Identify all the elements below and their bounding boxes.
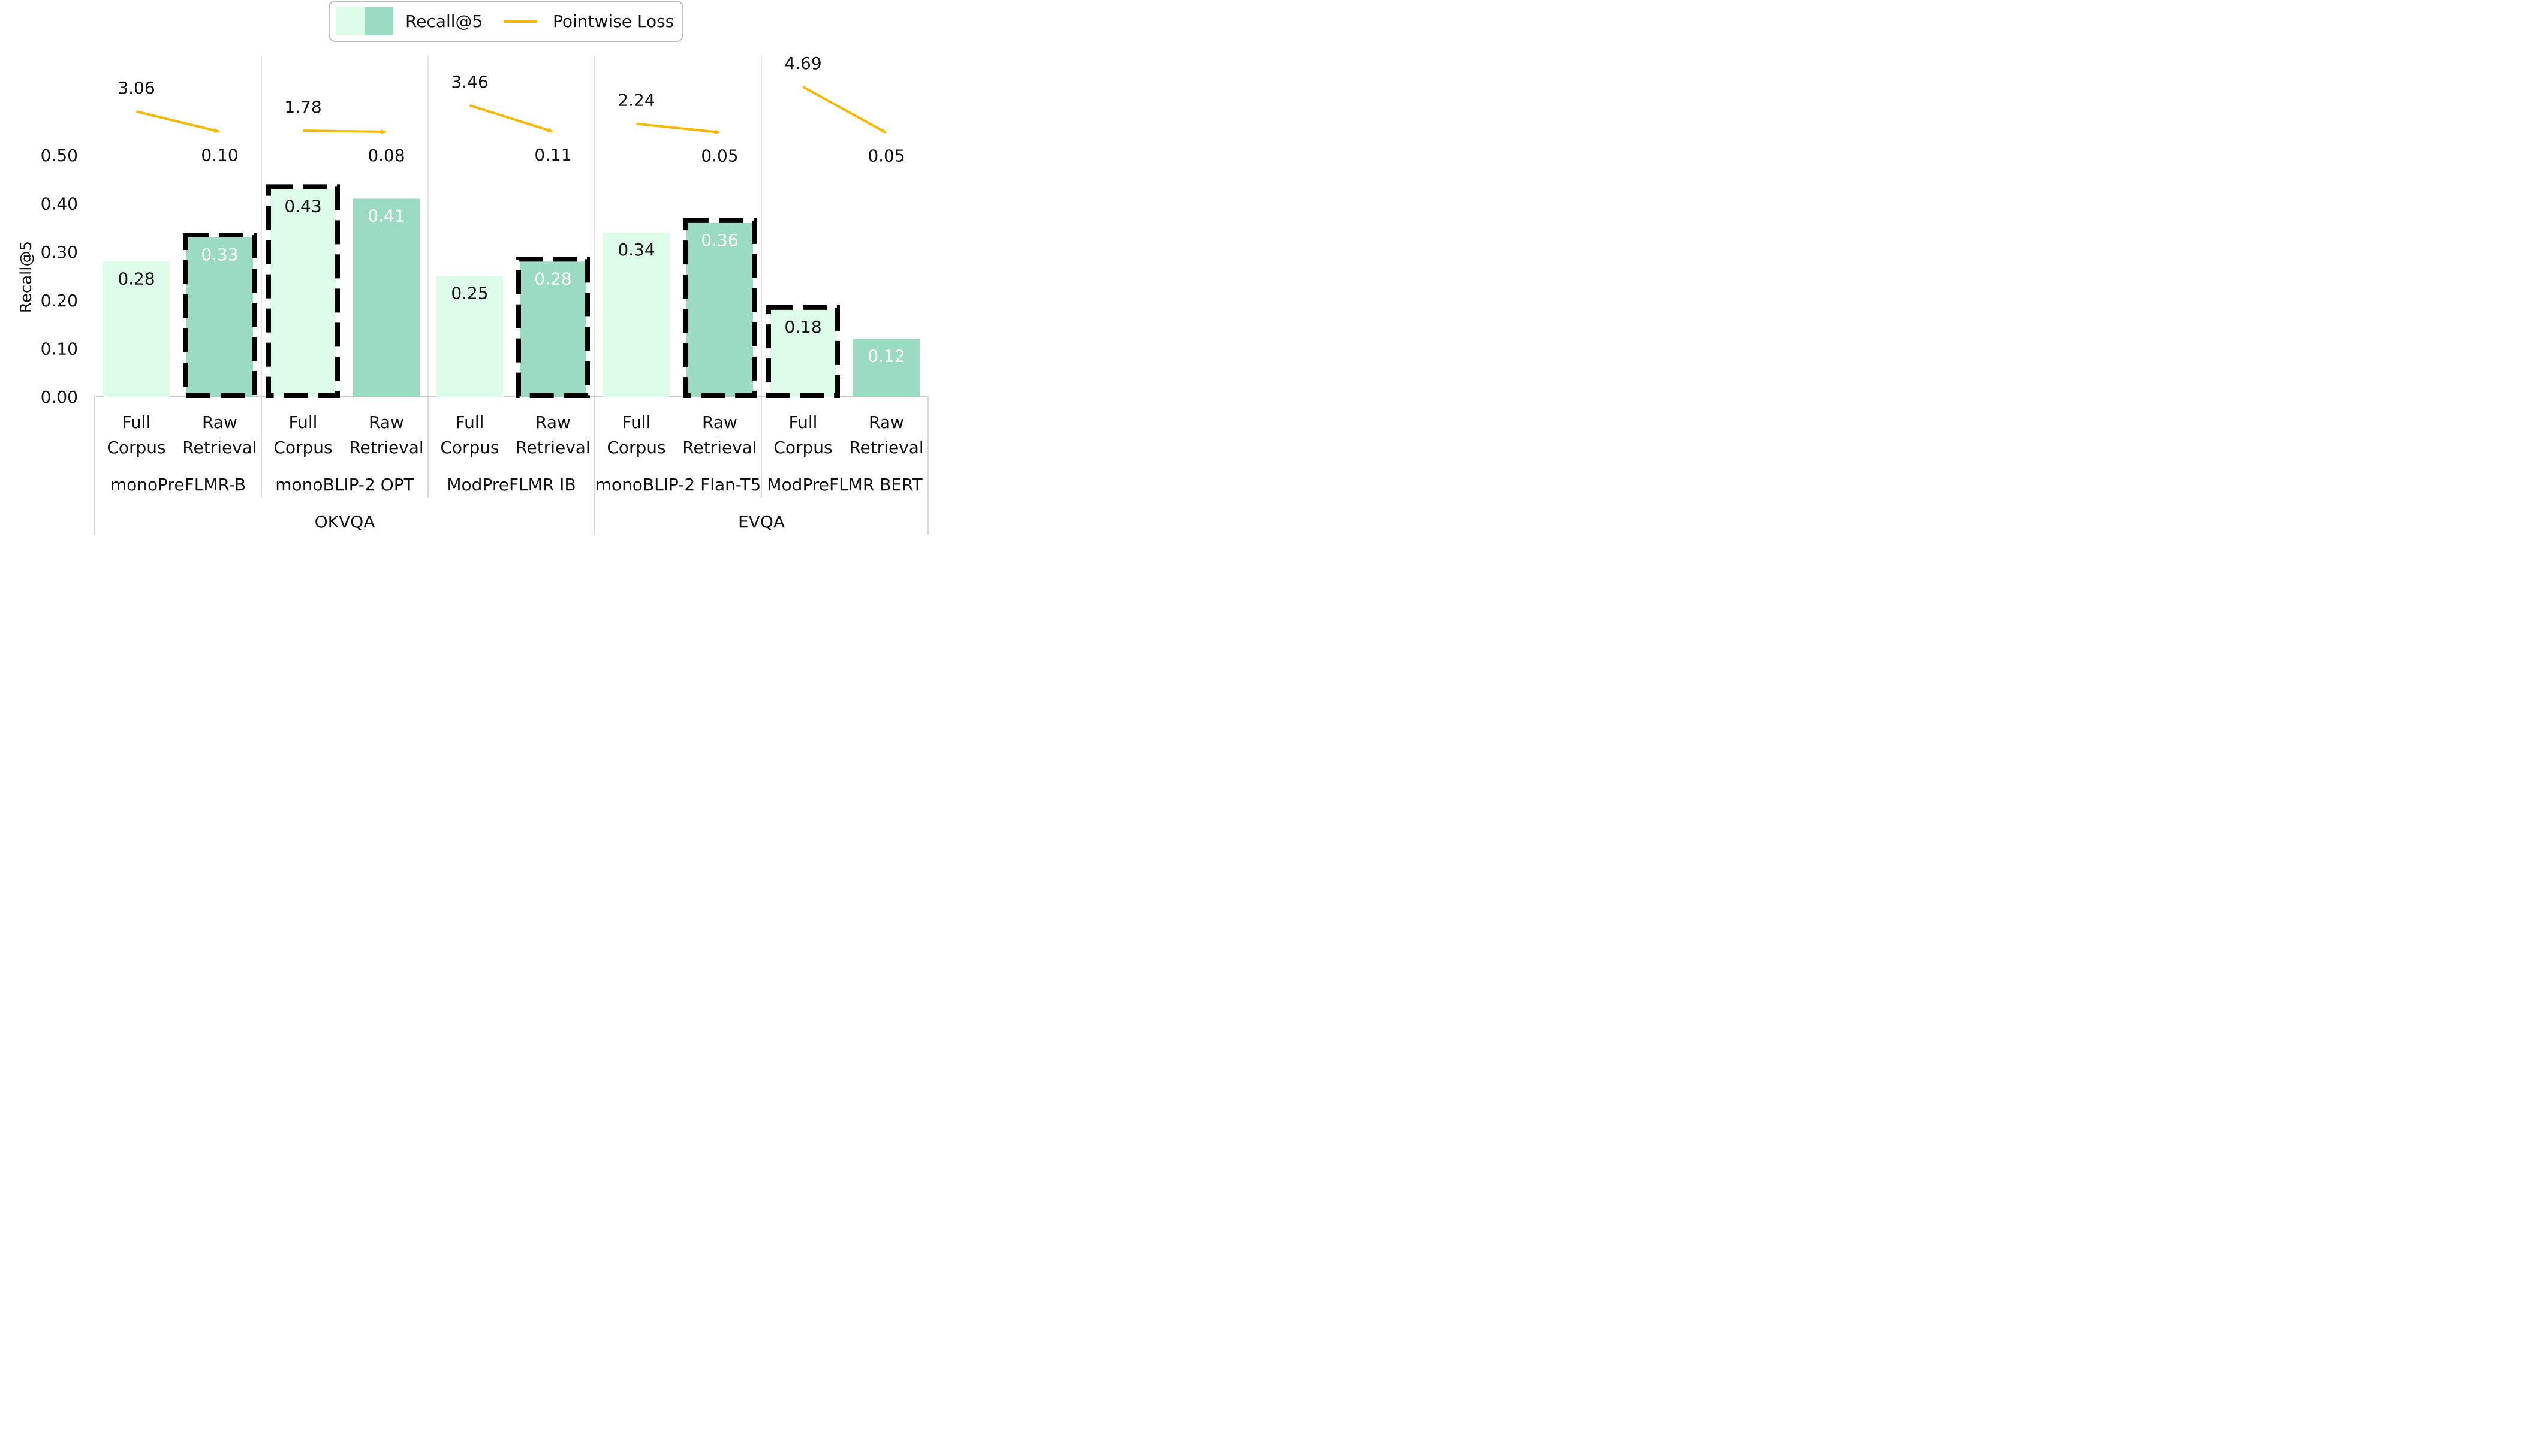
x-category-label: Retrieval — [516, 438, 590, 457]
legend-label-recall: Recall@5 — [405, 11, 483, 31]
legend-swatch-full-corpus — [336, 7, 365, 35]
bar-value-label: 0.36 — [701, 230, 738, 250]
y-tick-label: 0.50 — [41, 146, 78, 165]
x-model-label: monoBLIP-2 Flan-T5 — [595, 475, 761, 495]
y-tick-label: 0.30 — [41, 242, 78, 262]
x-category-label: Full — [456, 412, 484, 432]
bar-value-label: 0.33 — [201, 245, 238, 264]
loss-label-full-corpus: 4.69 — [784, 53, 821, 73]
highlight-border — [766, 305, 840, 398]
x-category-label: Corpus — [273, 438, 332, 457]
x-category-label: Retrieval — [849, 438, 923, 457]
legend: Recall@5 Pointwise Loss — [329, 1, 683, 42]
recall-loss-chart: 0.00 0.10 0.20 0.30 0.40 0.50 Recall@5 0.28 0.33… — [17, 1, 929, 535]
y-tick-label: 0.00 — [41, 387, 78, 407]
loss-label-raw-retrieval: 0.08 — [368, 146, 405, 165]
x-category-label: Corpus — [440, 438, 499, 457]
bar-full-corpus — [603, 232, 670, 397]
bar-value-label: 0.41 — [368, 206, 405, 226]
x-category-label: Raw — [202, 412, 237, 432]
bar-value-label: 0.28 — [118, 269, 155, 288]
bar-raw-retrieval — [186, 237, 253, 397]
x-model-label: ModPreFLMR IB — [447, 475, 576, 495]
x-model-label: ModPreFLMR BERT — [767, 475, 923, 495]
loss-arrow — [136, 110, 221, 133]
bar-full-corpus — [270, 189, 336, 397]
bar-raw-retrieval — [686, 222, 753, 397]
x-model-label: monoPreFLMR-B — [110, 475, 246, 495]
x-category-label: Raw — [369, 412, 404, 432]
loss-arrow — [469, 104, 554, 133]
loss-label-raw-retrieval: 0.10 — [201, 145, 238, 165]
legend-label-loss: Pointwise Loss — [553, 11, 674, 31]
bar-raw-retrieval — [853, 339, 920, 397]
highlight-border — [516, 257, 590, 398]
x-dataset-label: OKVQA — [315, 512, 375, 532]
loss-label-raw-retrieval: 0.05 — [868, 146, 905, 166]
x-model-label: monoBLIP-2 OPT — [275, 475, 414, 495]
loss-arrow — [636, 122, 721, 134]
bar-value-label: 0.25 — [451, 284, 488, 303]
x-category-label: Full — [122, 412, 151, 432]
bar-full-corpus — [770, 309, 836, 397]
x-category-label: Raw — [535, 412, 571, 432]
x-category-label: Raw — [702, 412, 737, 432]
x-category-label: Corpus — [607, 438, 665, 457]
bar-value-label: 0.18 — [784, 317, 821, 337]
y-tick-label: 0.40 — [41, 194, 78, 214]
x-category-label: Retrieval — [349, 438, 423, 457]
chart: 0.00 0.10 0.20 0.30 0.40 0.50 Recall@5 0.28 0.33… — [0, 0, 935, 538]
loss-arrow — [303, 129, 387, 134]
loss-label-raw-retrieval: 0.05 — [701, 146, 738, 166]
y-tick-label: 0.20 — [41, 291, 78, 311]
legend-swatch-raw-retrieval — [365, 7, 393, 35]
y-axis-label: Recall@5 — [17, 241, 35, 313]
bar-full-corpus — [103, 261, 170, 397]
x-category-label: Corpus — [107, 438, 165, 457]
bar-value-label: 0.12 — [868, 346, 905, 366]
bar-raw-retrieval — [353, 198, 420, 397]
x-dataset-label: EVQA — [738, 512, 785, 532]
highlight-border — [183, 233, 257, 398]
highlight-border — [683, 218, 757, 398]
x-category-label: Full — [289, 412, 318, 432]
x-category-label: Full — [622, 412, 651, 432]
y-tick-label: 0.10 — [41, 339, 78, 358]
bar-value-label: 0.34 — [618, 240, 655, 260]
x-category-label: Retrieval — [182, 438, 257, 457]
loss-label-full-corpus: 3.06 — [118, 78, 155, 98]
loss-label-full-corpus: 3.46 — [451, 72, 488, 92]
highlight-border — [266, 184, 340, 398]
x-category-label: Retrieval — [682, 438, 757, 457]
loss-label-raw-retrieval: 0.11 — [534, 145, 571, 165]
bar-value-label: 0.43 — [284, 196, 321, 216]
x-category-label: Corpus — [773, 438, 832, 457]
loss-arrow — [802, 86, 887, 134]
bar-full-corpus — [436, 276, 503, 397]
loss-label-full-corpus: 2.24 — [618, 91, 655, 110]
x-category-label: Raw — [869, 412, 904, 432]
bar-value-label: 0.28 — [534, 269, 571, 288]
x-category-label: Full — [789, 412, 818, 432]
bar-raw-retrieval — [520, 261, 586, 397]
loss-label-full-corpus: 1.78 — [284, 97, 321, 117]
